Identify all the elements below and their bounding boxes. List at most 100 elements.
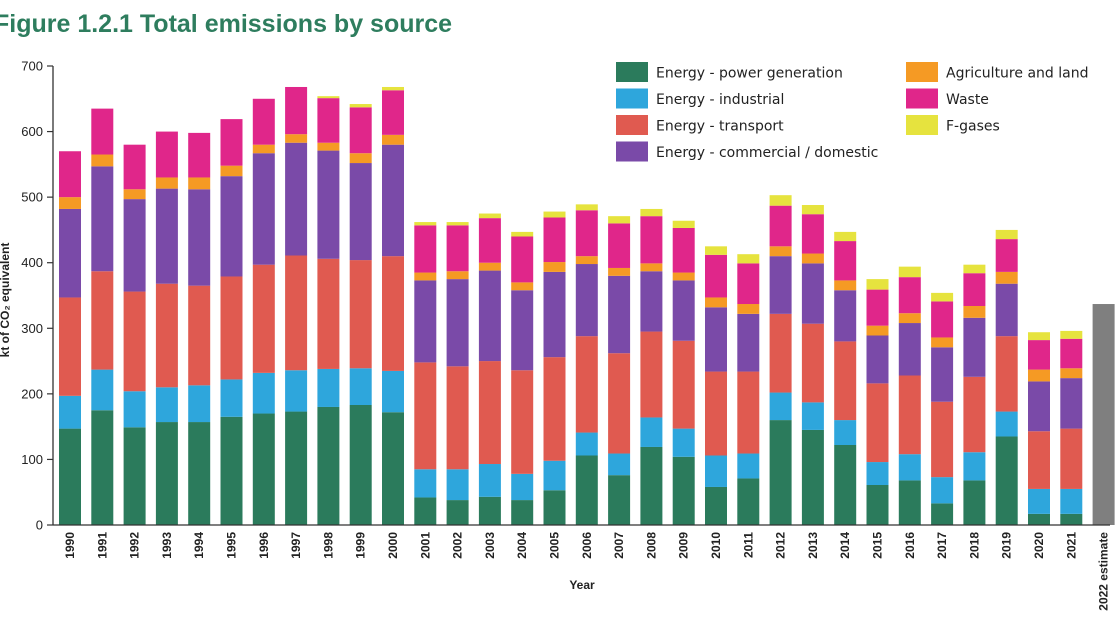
bar-segment-energy-power-generation bbox=[672, 456, 695, 525]
bar-stack-2006 bbox=[575, 204, 598, 525]
bar-segment-f-gases bbox=[931, 292, 954, 302]
bar-segment-waste bbox=[59, 151, 81, 198]
bar-segment-energy-transport bbox=[155, 283, 178, 388]
bar-segment-waste bbox=[575, 210, 598, 257]
legend: Energy - power generation Energy - indust… bbox=[616, 62, 1088, 162]
bar-segment-energy-industrial bbox=[543, 460, 566, 491]
legend-swatch bbox=[616, 62, 648, 82]
bar-stack-2012 bbox=[769, 195, 792, 525]
bar-segment-waste bbox=[123, 144, 146, 190]
bar-segment-energy-power-generation bbox=[737, 478, 760, 525]
bar-segment-agriculture-and-land bbox=[123, 189, 146, 200]
bar-segment-f-gases bbox=[769, 195, 792, 206]
bar-segment-energy-commercial-domestic bbox=[155, 188, 178, 284]
x-tick-label: 2006 bbox=[580, 532, 594, 559]
bar-segment-energy-power-generation bbox=[317, 406, 340, 525]
bar-segment-waste bbox=[705, 254, 727, 298]
bar-segment-energy-industrial bbox=[963, 452, 986, 481]
bar-segment-energy-industrial bbox=[478, 464, 501, 497]
bar-segment-f-gases bbox=[382, 86, 404, 91]
bar-segment-agriculture-and-land bbox=[672, 272, 695, 281]
x-tick-label: 2018 bbox=[967, 532, 981, 559]
bar-segment-energy-commercial-domestic bbox=[59, 208, 81, 298]
bar-segment-waste bbox=[1060, 338, 1083, 369]
bar-segment-energy-industrial bbox=[575, 432, 598, 456]
bar-segment-agriculture-and-land bbox=[317, 142, 340, 151]
bar-segment-energy-industrial bbox=[1028, 488, 1050, 514]
bar-segment-energy-commercial-domestic bbox=[220, 176, 243, 277]
bar-segment-energy-power-generation bbox=[963, 480, 986, 525]
bar-segment-waste bbox=[1028, 340, 1050, 370]
y-tick-label: 100 bbox=[21, 452, 43, 467]
bar-segment-energy-transport bbox=[769, 313, 792, 393]
bar-segment-waste bbox=[317, 98, 340, 143]
axes bbox=[52, 66, 1110, 526]
bar-segment-energy-industrial bbox=[285, 370, 308, 412]
bar-stack-1994 bbox=[188, 132, 211, 525]
bar-segment-energy-transport bbox=[640, 331, 663, 418]
x-tick-label: 2013 bbox=[806, 532, 820, 559]
x-tick-label: 1993 bbox=[160, 532, 174, 559]
bar-segment-agriculture-and-land bbox=[931, 337, 954, 348]
x-tick-label: 2008 bbox=[644, 532, 658, 559]
bar-segment-agriculture-and-land bbox=[349, 153, 372, 164]
bar-segment-energy-industrial bbox=[220, 379, 243, 417]
bar-segment-energy-power-generation bbox=[446, 500, 469, 525]
bar-segment-energy-transport bbox=[123, 291, 146, 392]
bar-segment-energy-transport bbox=[963, 376, 986, 453]
bar-segment-energy-transport bbox=[446, 366, 469, 470]
bar-segment-energy-power-generation bbox=[414, 497, 437, 525]
x-tick-label: 2000 bbox=[386, 532, 400, 559]
bar-segment-energy-power-generation bbox=[705, 486, 727, 525]
bar-segment-energy-transport bbox=[1028, 431, 1050, 489]
bar-segment-agriculture-and-land bbox=[769, 246, 792, 257]
bar-stack-2021 bbox=[1060, 330, 1083, 525]
bar-segment-energy-industrial bbox=[608, 453, 631, 476]
bar-segment-energy-transport bbox=[220, 276, 243, 380]
legend-item-energy-transport: Energy - transport bbox=[616, 115, 784, 135]
bar-segment-energy-industrial bbox=[349, 368, 372, 406]
bar-segment-waste bbox=[220, 119, 243, 166]
x-tick-label: 1994 bbox=[192, 532, 206, 559]
bar-segment-f-gases bbox=[511, 231, 534, 237]
bar-segment-waste bbox=[285, 86, 308, 135]
bar-segment-waste bbox=[478, 218, 501, 263]
bar-segment-energy-industrial bbox=[866, 462, 889, 486]
x-axis-ticks: 1990 1991 1992 1993 1994 1995 1996 1997 1998 1999… bbox=[63, 532, 1111, 611]
bar-segment-energy-transport bbox=[575, 336, 598, 433]
bar-segment-energy-power-generation bbox=[511, 500, 534, 525]
bar-segment-agriculture-and-land bbox=[511, 282, 534, 291]
bar-segment-waste bbox=[608, 223, 631, 268]
bar-segment-energy-industrial bbox=[834, 420, 857, 446]
bar-segment-agriculture-and-land bbox=[866, 325, 889, 336]
bar-segment-energy-industrial bbox=[382, 370, 404, 413]
bar-stack-2010 bbox=[705, 246, 727, 525]
bar-segment-energy-industrial bbox=[801, 402, 824, 430]
bar-segment-energy-power-generation bbox=[898, 480, 921, 525]
bar-segment-energy-industrial bbox=[59, 395, 81, 429]
bar-segment-f-gases bbox=[705, 246, 727, 255]
x-tick-label: 2001 bbox=[418, 532, 432, 559]
bar-stack-1998 bbox=[317, 96, 340, 525]
bar-segment-waste bbox=[446, 225, 469, 272]
x-tick-label: 2019 bbox=[1000, 532, 1014, 559]
x-tick-label: 2010 bbox=[709, 532, 723, 559]
bar-stack-2000 bbox=[382, 86, 404, 525]
bar-segment-energy-transport bbox=[866, 383, 889, 463]
bar-segment-f-gases bbox=[478, 213, 501, 219]
bar-segment-f-gases bbox=[1060, 330, 1083, 339]
legend-label: Energy - transport bbox=[656, 119, 784, 135]
bar-segment-energy-transport bbox=[737, 371, 760, 454]
bar-stack-2022-estimate bbox=[1092, 304, 1115, 525]
bar-segment-energy-power-generation bbox=[220, 416, 243, 525]
bar-segment-energy-power-generation bbox=[478, 496, 501, 525]
bar-segment-energy-commercial-domestic bbox=[252, 153, 275, 265]
bar-segment-waste bbox=[672, 227, 695, 273]
x-tick-label: 2020 bbox=[1032, 532, 1046, 559]
bar-segment-energy-commercial-domestic bbox=[1028, 381, 1050, 432]
x-tick-label: 2004 bbox=[515, 532, 529, 559]
bar-stack-2019 bbox=[995, 229, 1018, 525]
bar-segment-energy-commercial-domestic bbox=[608, 275, 631, 354]
bar-segment-energy-industrial bbox=[705, 455, 727, 487]
legend-item-agriculture-and-land: Agriculture and land bbox=[906, 62, 1088, 82]
